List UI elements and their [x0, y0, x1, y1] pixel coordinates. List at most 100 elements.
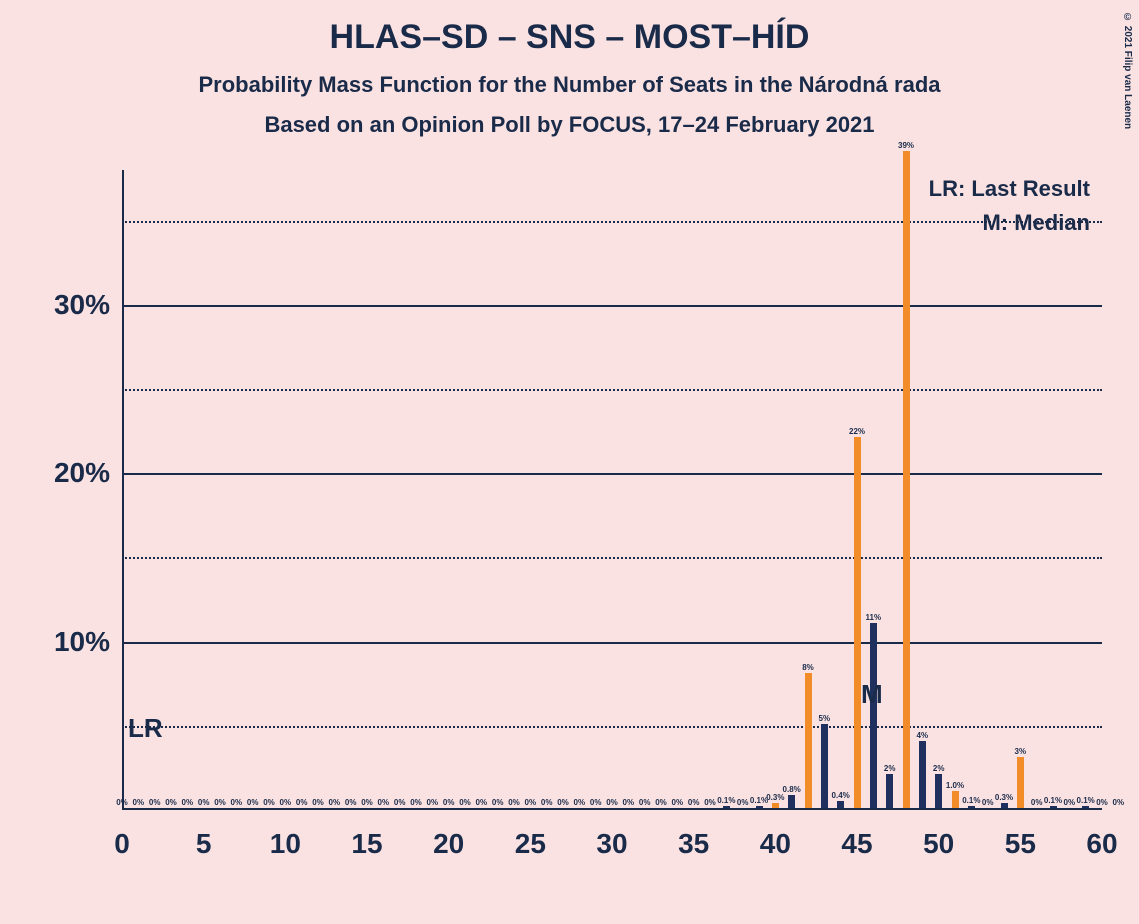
bar-value-label: 0% [655, 798, 667, 807]
bar-value-label: 0% [280, 798, 292, 807]
bar [952, 791, 959, 808]
y-major-gridline [122, 642, 1102, 644]
chart-subtitle-2: Based on an Opinion Poll by FOCUS, 17–24… [0, 112, 1139, 138]
x-tick-label: 5 [196, 810, 212, 860]
y-minor-gridline [122, 389, 1102, 391]
bar-value-label: 0% [1031, 798, 1043, 807]
bar-value-label: 0% [459, 798, 471, 807]
bar [821, 724, 828, 808]
y-minor-gridline [122, 221, 1102, 223]
legend-m: M: Median [929, 210, 1090, 236]
bar [1017, 757, 1024, 808]
bar-value-label: 0% [149, 798, 161, 807]
bar-value-label: 0% [606, 798, 618, 807]
bar-value-label: 0% [361, 798, 373, 807]
bar-value-label: 0% [443, 798, 455, 807]
x-tick-label: 40 [760, 810, 791, 860]
legend: LR: Last Result M: Median [929, 176, 1090, 244]
marker-lr: LR [128, 713, 163, 744]
bar-value-label: 0% [557, 798, 569, 807]
bar [837, 801, 844, 808]
bar-value-label: 0.1% [1077, 796, 1095, 805]
chart-title: HLAS–SD – SNS – MOST–HÍD [0, 18, 1139, 57]
bar-value-label: 5% [819, 714, 831, 723]
bar-value-label: 0% [329, 798, 341, 807]
bar-value-label: 2% [933, 764, 945, 773]
bar [886, 774, 893, 808]
bar-value-label: 0% [672, 798, 684, 807]
plot-area: LR: Last Result M: Median 10%20%30%05101… [122, 170, 1102, 810]
bar-value-label: 0% [231, 798, 243, 807]
bar-value-label: 39% [898, 141, 914, 150]
x-tick-label: 30 [596, 810, 627, 860]
x-tick-label: 45 [841, 810, 872, 860]
bar-value-label: 8% [802, 663, 814, 672]
bar-value-label: 0% [590, 798, 602, 807]
bar-value-label: 0.1% [962, 796, 980, 805]
bar-value-label: 0% [116, 798, 128, 807]
bar-value-label: 0% [1096, 798, 1108, 807]
bar [723, 806, 730, 808]
bar-value-label: 0% [427, 798, 439, 807]
bar-value-label: 0% [296, 798, 308, 807]
bar-value-label: 0% [982, 798, 994, 807]
bar-value-label: 0% [263, 798, 275, 807]
x-tick-label: 0 [114, 810, 130, 860]
y-major-gridline [122, 473, 1102, 475]
bar [968, 806, 975, 808]
bar-value-label: 0% [198, 798, 210, 807]
x-tick-label: 55 [1005, 810, 1036, 860]
bar [854, 437, 861, 808]
bar [756, 806, 763, 808]
bar-value-label: 1.0% [946, 781, 964, 790]
y-tick-label: 20% [54, 457, 122, 489]
bar [772, 803, 779, 808]
bar-value-label: 0% [182, 798, 194, 807]
bar [935, 774, 942, 808]
bar-value-label: 0% [247, 798, 259, 807]
bar-value-label: 0% [312, 798, 324, 807]
x-tick-label: 20 [433, 810, 464, 860]
bar-value-label: 0% [704, 798, 716, 807]
bar-value-label: 0.8% [783, 785, 801, 794]
bar [1050, 806, 1057, 808]
bar-value-label: 0% [737, 798, 749, 807]
bar-value-label: 0% [623, 798, 635, 807]
bar-value-label: 3% [1015, 747, 1027, 756]
bar-value-label: 0% [574, 798, 586, 807]
bar-value-label: 2% [884, 764, 896, 773]
bar-value-label: 0% [378, 798, 390, 807]
bar-value-label: 0.4% [832, 791, 850, 800]
x-tick-label: 15 [351, 810, 382, 860]
bar-value-label: 0% [492, 798, 504, 807]
y-major-gridline [122, 305, 1102, 307]
bar-value-label: 0.1% [1044, 796, 1062, 805]
bar-value-label: 0% [1064, 798, 1076, 807]
x-tick-label: 60 [1086, 810, 1117, 860]
y-minor-gridline [122, 557, 1102, 559]
bar-value-label: 0% [476, 798, 488, 807]
bar-value-label: 0.3% [995, 793, 1013, 802]
bar-value-label: 4% [917, 731, 929, 740]
marker-m: M [861, 679, 883, 710]
bar-value-label: 0.1% [717, 796, 735, 805]
y-minor-gridline [122, 726, 1102, 728]
credit-text: © 2021 Filip van Laenen [1122, 12, 1133, 129]
x-tick-label: 50 [923, 810, 954, 860]
x-tick-label: 35 [678, 810, 709, 860]
x-tick-label: 10 [270, 810, 301, 860]
y-tick-label: 10% [54, 626, 122, 658]
bar [919, 741, 926, 808]
bar-value-label: 0% [1113, 798, 1125, 807]
bar [870, 623, 877, 808]
bar-value-label: 0% [214, 798, 226, 807]
bar-value-label: 0% [394, 798, 406, 807]
bar-value-label: 0% [525, 798, 537, 807]
bar-value-label: 0% [541, 798, 553, 807]
bar-value-label: 0% [345, 798, 357, 807]
legend-lr: LR: Last Result [929, 176, 1090, 202]
y-tick-label: 30% [54, 289, 122, 321]
bar-value-label: 0% [410, 798, 422, 807]
bar [805, 673, 812, 808]
chart-container: { "title": "HLAS–SD – SNS – MOST–HÍD", "… [0, 0, 1139, 924]
